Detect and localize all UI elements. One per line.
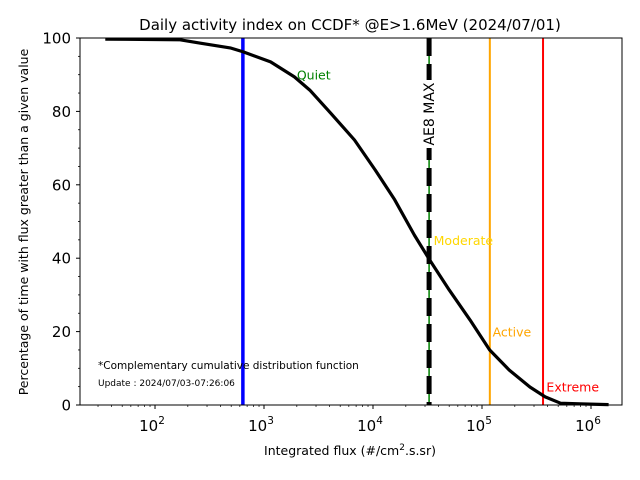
axes: 0 20 40 60 80 100 102 103 104 105 106 [42, 30, 623, 435]
extreme-label: Extreme [546, 380, 599, 395]
x-tick-label: 103 [248, 415, 274, 435]
active-label: Active [493, 325, 532, 340]
x-axis-label: Integrated flux (#/cm2.s.sr) [264, 443, 436, 458]
quiet-label: Quiet [297, 68, 331, 83]
x-tick-label: 102 [139, 415, 165, 435]
footnote: *Complementary cumulative distribution f… [98, 360, 359, 372]
y-tick-label: 80 [52, 103, 71, 121]
moderate-label: Moderate [434, 233, 494, 248]
chart-title: Daily activity index on CCDF* @E>1.6MeV … [139, 16, 561, 34]
y-tick-label: 60 [52, 176, 71, 194]
update-timestamp: Update : 2024/07/03-07:26:06 [98, 379, 235, 389]
y-tick-label: 0 [61, 397, 71, 415]
y-axis-label: Percentage of time with flux greater tha… [16, 48, 31, 395]
ae8-max-label-bg [421, 80, 438, 148]
plot-area: AE8 MAX Quiet Moderate Active Extreme [105, 37, 609, 407]
x-tick-label: 106 [575, 415, 601, 435]
x-tick-label: 104 [357, 415, 383, 435]
ae8-max-label: AE8 MAX [422, 82, 438, 145]
y-tick-label: 40 [52, 250, 71, 268]
x-tick-label: 105 [466, 415, 492, 435]
y-tick-label: 20 [52, 323, 71, 341]
y-tick-label: 100 [42, 30, 71, 48]
